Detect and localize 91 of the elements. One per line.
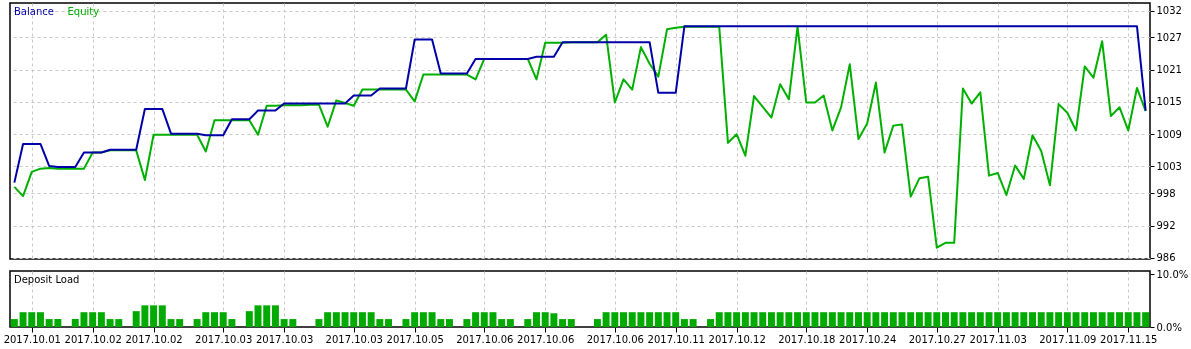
bar — [1063, 312, 1071, 327]
bar — [533, 312, 540, 327]
x-tick-label: 2017.10.11 — [647, 333, 705, 345]
x-tick-label: 2017.10.02 — [125, 333, 183, 345]
bar — [1002, 312, 1010, 327]
x-tick-label: 2017.10.18 — [778, 333, 836, 345]
bar — [498, 319, 506, 327]
x-tick-label: 2017.10.03 — [255, 333, 314, 345]
bar — [620, 312, 627, 327]
bar — [402, 319, 410, 327]
bar — [385, 319, 393, 327]
bar — [176, 319, 184, 327]
bar — [707, 319, 715, 327]
y-tick-label: 1003 — [1156, 161, 1182, 172]
x-tick-label: 2017.10.12 — [708, 333, 766, 345]
bar — [332, 312, 340, 327]
y-tick-label: 10.0% — [1156, 268, 1189, 280]
x-tick-label: 2017.10.02 — [64, 333, 122, 345]
bar — [1055, 312, 1063, 327]
bar — [324, 312, 332, 327]
chart-title: Deposit Load — [14, 274, 80, 285]
x-tick-label: 2017.10.05 — [386, 333, 444, 345]
bar — [445, 319, 453, 327]
bar — [968, 312, 976, 327]
bar — [915, 312, 923, 327]
x-tick-label: 2017.11.03 — [969, 333, 1027, 345]
bar — [889, 312, 897, 327]
bar — [767, 312, 775, 327]
bar — [1116, 312, 1124, 327]
bar — [794, 312, 802, 327]
text: Balance — [14, 6, 54, 17]
bar — [211, 312, 218, 327]
x-tick-label: 2017.10.27 — [908, 333, 966, 345]
bar — [942, 312, 949, 327]
bar — [315, 319, 323, 327]
bar — [472, 312, 480, 327]
bar — [524, 319, 532, 327]
bar — [654, 312, 662, 327]
bar — [976, 312, 984, 327]
bar — [741, 312, 749, 327]
x-tick-label: 2017.10.03 — [195, 333, 253, 345]
x-tick-label: 2017.10.06 — [586, 333, 644, 345]
y-tick-label: 0.0% — [1156, 321, 1182, 333]
bar — [358, 312, 366, 327]
bar — [411, 312, 419, 327]
y-tick-label: 1021 — [1156, 64, 1182, 76]
text: Equity — [67, 6, 100, 17]
y-tick-label: 1027 — [1156, 31, 1182, 43]
bar — [646, 312, 654, 327]
bar — [559, 319, 567, 327]
y-tick-label: 992 — [1156, 220, 1176, 232]
y-tick-label: 986 — [1156, 252, 1176, 264]
bar — [36, 312, 44, 327]
bar — [150, 305, 158, 327]
line-series — [13, 25, 1147, 184]
bar — [10, 319, 18, 327]
bar — [158, 305, 166, 327]
y-tick-label: 1032 — [1156, 5, 1182, 17]
x-tick-label: 2017.10.06 — [456, 333, 514, 345]
x-tick-label: 2017.10.03 — [325, 333, 383, 345]
bar — [463, 319, 471, 327]
y-tick-label: 998 — [1156, 187, 1176, 199]
bar — [881, 312, 889, 327]
bar — [419, 312, 427, 327]
bar — [593, 319, 601, 327]
bar — [506, 319, 514, 327]
y-tick-label: 1015 — [1156, 96, 1182, 108]
bar — [854, 312, 862, 327]
bar — [89, 312, 97, 327]
line-series — [13, 25, 1147, 249]
bar — [994, 312, 1002, 327]
bar — [680, 319, 688, 327]
bar — [245, 311, 253, 327]
bar — [689, 319, 697, 327]
bar — [907, 312, 915, 327]
x-tick-label: 2017.10.06 — [517, 333, 575, 345]
bar — [567, 319, 575, 327]
bar — [1029, 312, 1036, 327]
x-tick-label: 2017.10.01 — [3, 333, 61, 345]
bar — [820, 312, 828, 327]
bar — [828, 312, 836, 327]
y-tick-label: 1009 — [1156, 128, 1182, 140]
x-tick-label: 2017.11.09 — [1039, 333, 1097, 345]
bar — [1089, 312, 1097, 327]
bar — [1142, 312, 1150, 327]
bar — [263, 305, 271, 327]
bar — [97, 312, 105, 327]
bar — [271, 305, 279, 327]
x-tick-label: 2017.10.24 — [839, 333, 897, 345]
x-tick-label: 2017.11.15 — [1100, 333, 1158, 345]
bar — [733, 312, 741, 327]
